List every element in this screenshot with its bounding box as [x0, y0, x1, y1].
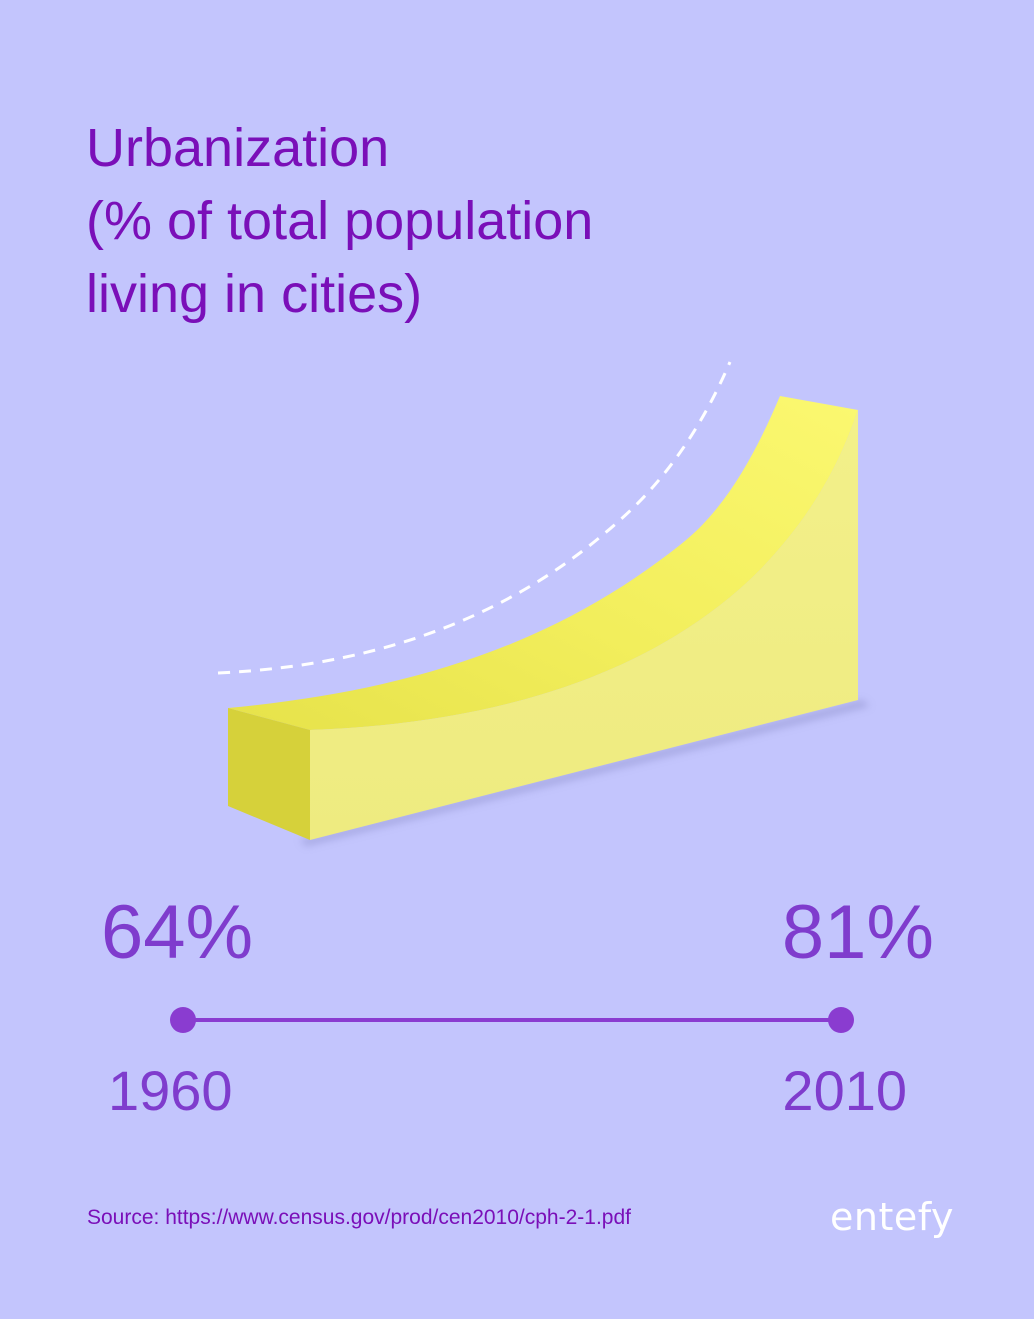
timeline-dot-start — [170, 1007, 196, 1033]
ribbon-top-surface — [228, 396, 858, 730]
timeline — [170, 1007, 854, 1033]
ribbon-front-face — [310, 410, 858, 840]
value-label-end: 81% — [781, 890, 934, 975]
timeline-dot-end — [828, 1007, 854, 1033]
ribbon-shadow — [300, 700, 870, 846]
title-line-1: Urbanization — [86, 118, 390, 178]
trend-dashed-line — [217, 361, 732, 675]
title-line-3: living in cities) — [86, 264, 423, 324]
entefy-logo: entefy — [830, 1195, 954, 1239]
value-label-start: 64% — [101, 890, 254, 975]
ribbon-start-face — [228, 708, 310, 840]
growth-ribbon-graphic — [217, 361, 870, 846]
year-label-end: 2010 — [782, 1059, 907, 1122]
title-line-2: (% of total population — [86, 191, 594, 251]
year-label-start: 1960 — [108, 1059, 233, 1122]
source-citation: Source: https://www.census.gov/prod/cen2… — [87, 1206, 631, 1229]
chart-title: Urbanization (% of total population livi… — [86, 112, 946, 331]
